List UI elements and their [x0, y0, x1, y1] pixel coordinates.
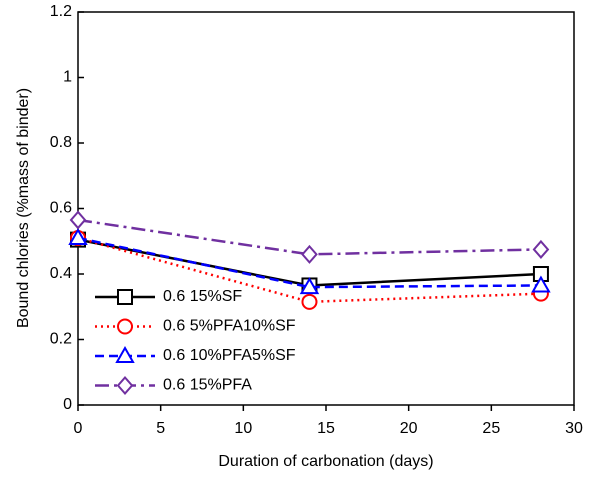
legend-marker [117, 318, 133, 335]
y-axis-label: Bound chlories (%mass of binder) [15, 88, 32, 328]
legend-marker [116, 375, 134, 396]
x-tick-label: 20 [400, 420, 418, 437]
y-tick-label: 1.2 [50, 3, 72, 20]
x-tick-label: 15 [317, 420, 335, 437]
y-tick-label: 0 [63, 396, 72, 413]
data-point [301, 244, 318, 264]
series-line [77, 236, 541, 289]
data-point [299, 277, 320, 295]
data-point [68, 227, 88, 245]
data-point [301, 293, 318, 310]
x-tick-label: 30 [565, 420, 583, 437]
y-tick-label: 0.6 [50, 200, 72, 217]
legend-label: 0.6 15%SF [163, 288, 242, 305]
plot-frame [77, 11, 575, 406]
y-tick-label: 0.4 [50, 265, 72, 282]
y-tick-label: 0.2 [50, 331, 72, 348]
series-line [77, 218, 541, 256]
y-tick-label: 0.8 [50, 134, 72, 151]
x-tick-label: 10 [234, 420, 252, 437]
x-axis-label: Duration of carbonation (days) [218, 453, 433, 470]
legend-marker [117, 289, 133, 305]
y-tick-label: 1 [63, 69, 72, 86]
x-tick-label: 5 [156, 420, 165, 437]
legend-marker [115, 345, 135, 363]
x-tick-label: 0 [74, 420, 83, 437]
legend-label: 0.6 15%PFA [163, 377, 252, 394]
x-tick-label: 25 [482, 420, 500, 437]
data-point [69, 210, 87, 230]
data-point [532, 239, 550, 259]
legend-label: 0.6 10%PFA5%SF [163, 347, 296, 364]
data-point [531, 275, 551, 293]
legend-label: 0.6 5%PFA10%SF [163, 318, 296, 335]
